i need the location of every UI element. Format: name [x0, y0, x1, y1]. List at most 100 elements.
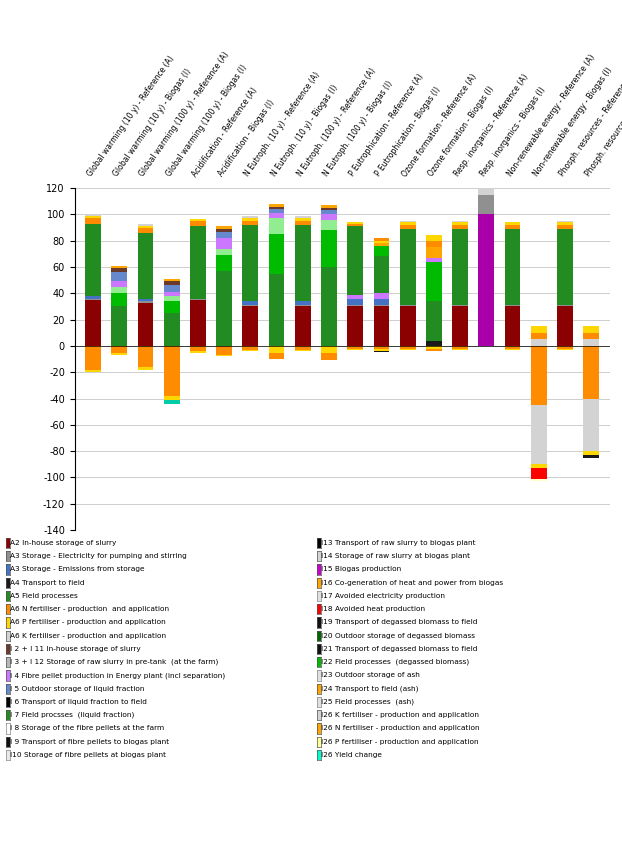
Text: A6 K fertiliser - production and application: A6 K fertiliser - production and applica… [11, 633, 167, 639]
Bar [374, 244, 389, 246]
Bar [504, 306, 521, 346]
Bar [137, 226, 153, 227]
Bar [374, 293, 389, 298]
Text: I 5 Outdoor storage of liquid fraction: I 5 Outdoor storage of liquid fraction [11, 686, 145, 692]
Bar [531, 333, 547, 339]
Bar [583, 455, 599, 457]
Bar [504, 346, 521, 349]
Bar [426, 346, 442, 349]
Text: A3 Storage - Emissions from storage: A3 Storage - Emissions from storage [11, 566, 145, 573]
Bar [243, 221, 258, 225]
Bar [321, 352, 337, 361]
Text: A6 N fertiliser - production  and application: A6 N fertiliser - production and applica… [11, 606, 169, 612]
Text: I 7 Field procsses  (liquid fraction): I 7 Field procsses (liquid fraction) [11, 712, 135, 718]
Bar [190, 300, 206, 346]
Bar [321, 220, 337, 230]
Bar [190, 227, 206, 298]
Bar [504, 349, 521, 350]
Bar [164, 281, 180, 286]
Bar [269, 234, 284, 274]
Bar [164, 346, 180, 396]
Bar [452, 221, 468, 222]
Bar [269, 352, 284, 359]
Bar [478, 195, 494, 215]
Bar [137, 233, 153, 298]
Bar [295, 305, 310, 306]
Bar [190, 298, 206, 300]
Bar [557, 305, 573, 306]
Bar [347, 227, 363, 295]
Bar [400, 222, 415, 225]
Text: I19 Transport of degassed biomass to field: I19 Transport of degassed biomass to fie… [322, 619, 478, 626]
Bar [583, 398, 599, 451]
Text: I26 K fertiliser - production and application: I26 K fertiliser - production and applic… [322, 712, 480, 718]
Bar [111, 281, 127, 286]
Bar [374, 298, 389, 305]
Bar [295, 301, 310, 305]
Bar [531, 469, 547, 479]
Bar [531, 339, 547, 346]
Bar [269, 207, 284, 209]
Bar [243, 225, 258, 301]
Bar [504, 222, 521, 225]
Text: I26 N fertiliser - production and application: I26 N fertiliser - production and applic… [322, 725, 480, 732]
Bar [452, 222, 468, 225]
Bar [164, 301, 180, 313]
Bar [85, 346, 101, 369]
Bar [85, 300, 101, 346]
Bar [111, 306, 127, 346]
Bar [164, 292, 180, 296]
Bar [557, 229, 573, 305]
Bar [216, 238, 232, 249]
Text: I23 Outdoor storage of ash: I23 Outdoor storage of ash [322, 672, 420, 679]
Bar [504, 225, 521, 229]
Bar [85, 216, 101, 218]
Bar [137, 303, 153, 346]
Text: I14 Storage of raw slurry at biogas plant: I14 Storage of raw slurry at biogas plan… [322, 553, 470, 559]
Bar [137, 227, 153, 233]
Text: I21 Transport of degassed biomass to field: I21 Transport of degassed biomass to fie… [322, 646, 478, 652]
Bar [531, 464, 547, 469]
Text: I10 Storage of fibre pellets at biogas plant: I10 Storage of fibre pellets at biogas p… [11, 752, 166, 758]
Bar [426, 340, 442, 346]
Bar [531, 327, 547, 333]
Bar [321, 230, 337, 267]
Bar [321, 205, 337, 208]
Bar [557, 346, 573, 349]
Bar [347, 295, 363, 298]
Bar [374, 256, 389, 293]
Bar [347, 306, 363, 346]
Bar [111, 272, 127, 281]
Bar [216, 249, 232, 255]
Bar [426, 235, 442, 241]
Bar [190, 351, 206, 352]
Bar [400, 225, 415, 229]
Bar [164, 313, 180, 346]
Bar [374, 306, 389, 346]
Bar [190, 346, 206, 351]
Bar [347, 305, 363, 306]
Bar [400, 305, 415, 306]
Bar [269, 209, 284, 213]
Bar [374, 238, 389, 241]
Text: I20 Outdoor storage of degassed biomass: I20 Outdoor storage of degassed biomass [322, 633, 475, 639]
Bar [531, 405, 547, 464]
Text: I18 Avoided heat production: I18 Avoided heat production [322, 606, 425, 612]
Bar [583, 333, 599, 339]
Bar [321, 346, 337, 352]
Bar [426, 301, 442, 340]
Bar [557, 221, 573, 222]
Text: I 8 Storage of the fibre pellets at the farm: I 8 Storage of the fibre pellets at the … [11, 725, 165, 732]
Bar [85, 369, 101, 372]
Bar [216, 229, 232, 232]
Bar [111, 293, 127, 306]
Bar [321, 210, 337, 215]
Bar [347, 349, 363, 350]
Bar [374, 241, 389, 244]
Text: I16 Co-generation of heat and power from biogas: I16 Co-generation of heat and power from… [322, 580, 503, 586]
Bar [269, 213, 284, 218]
Bar [111, 346, 127, 352]
Bar [137, 298, 153, 301]
Bar [478, 188, 494, 195]
Bar [426, 247, 442, 258]
